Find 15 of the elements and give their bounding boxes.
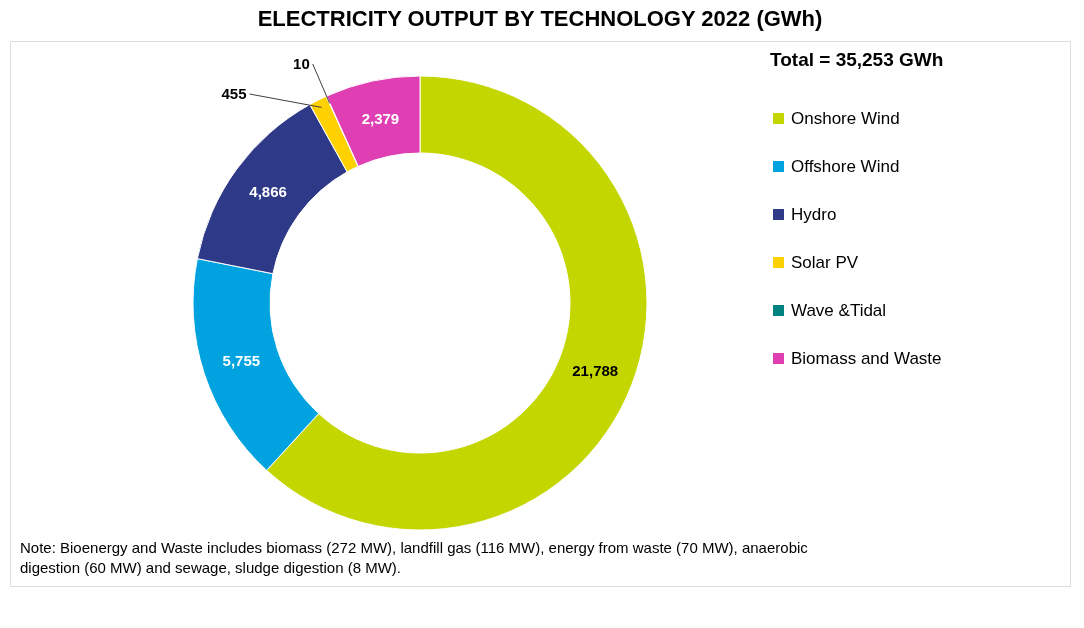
data-label: 5,755	[222, 352, 261, 370]
legend-title: Total = 35,253 GWh	[770, 49, 944, 70]
legend-label: Biomass and Waste	[791, 348, 942, 368]
data-label: 4,866	[249, 183, 287, 201]
legend-label: Wave &Tidal	[791, 300, 887, 320]
legend-label: Onshore Wind	[791, 108, 900, 128]
data-label: 455	[221, 85, 247, 102]
data-label: 10	[293, 55, 310, 72]
data-label: 21,788	[572, 362, 619, 380]
chart-title: ELECTRICITY OUTPUT BY TECHNOLOGY 2022 (GWh)	[257, 6, 823, 31]
text: Note: Bioenergy and Waste includes biomass (272 MW), landfill gas (116 MW), energy from waste (70 MW), anaerobic digestion (60 MW) and sewage, sludge digestion (8 MW).	[20, 539, 809, 576]
legend-label: Solar PV	[791, 252, 859, 272]
data-label: 2,379	[361, 110, 400, 128]
legend-label: Offshore Wind	[791, 156, 900, 176]
legend-label: Hydro	[791, 204, 837, 224]
